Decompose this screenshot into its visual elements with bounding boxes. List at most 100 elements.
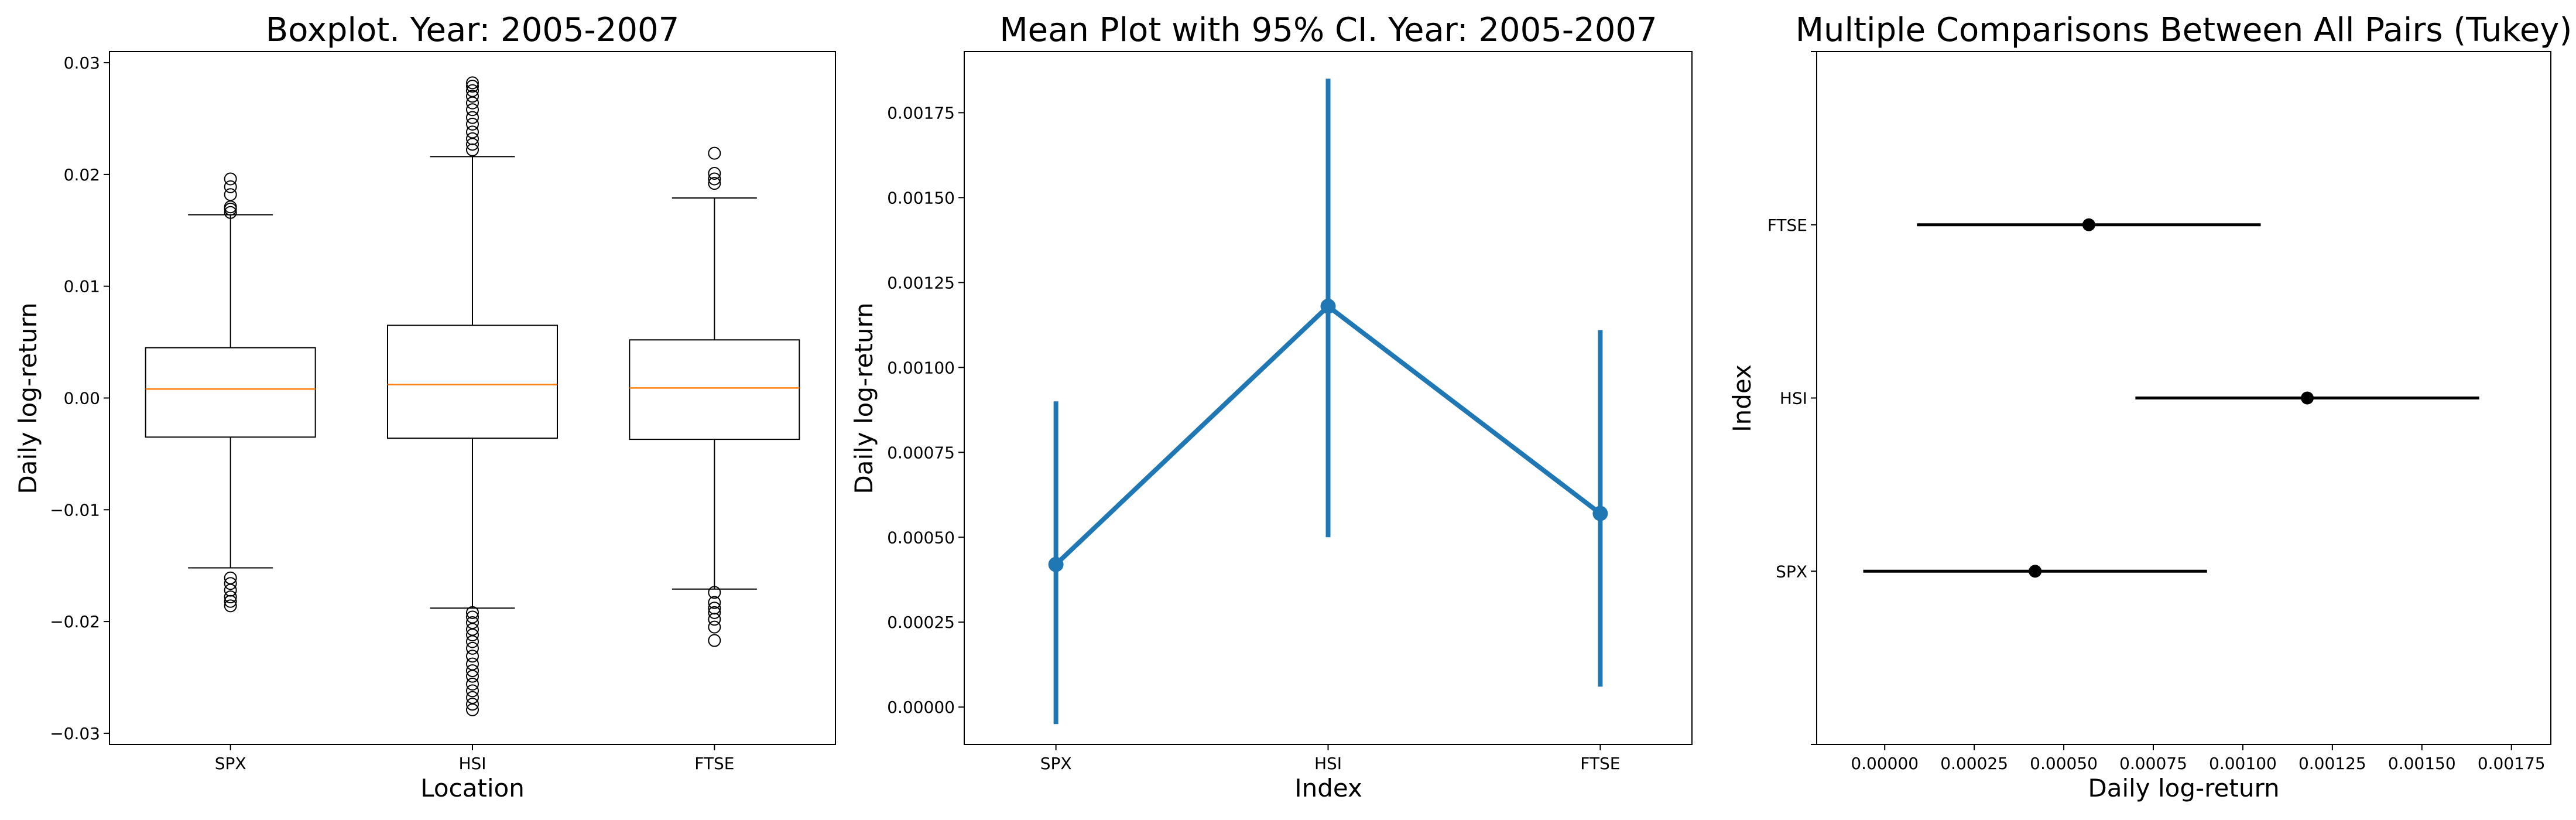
y-tick-label: 0.00125 bbox=[887, 273, 955, 292]
x-tick-label: 0.00100 bbox=[2209, 754, 2277, 773]
meanplot-marks: 0.00000 0.00025 0.00050 0.00075 0.00100 0.001… bbox=[887, 78, 1620, 773]
outlier-point bbox=[708, 606, 721, 619]
y-tick-label: 0.00100 bbox=[887, 358, 955, 377]
y-tick-label: 0.00150 bbox=[887, 188, 955, 207]
outlier-point bbox=[708, 613, 721, 626]
x-tick-label: 0.00175 bbox=[2478, 754, 2546, 773]
y-tick-label: −0.02 bbox=[50, 612, 100, 631]
x-tick-label: HSI bbox=[458, 754, 486, 773]
iqr-box bbox=[145, 347, 316, 438]
tukey-title: Multiple Comparisons Between All Pairs (… bbox=[1796, 11, 2572, 49]
outlier-point bbox=[708, 146, 721, 160]
tukey-panel: Multiple Comparisons Between All Pairs (… bbox=[1728, 11, 2572, 802]
outlier-point bbox=[466, 96, 479, 110]
outlier-point bbox=[466, 698, 479, 711]
x-tick-label: 0.00075 bbox=[2119, 754, 2187, 773]
meanplot-xlabel: Index bbox=[1294, 774, 1362, 802]
outlier-point bbox=[466, 76, 479, 90]
y-tick-label: −0.01 bbox=[50, 500, 100, 520]
outlier-point bbox=[466, 641, 479, 655]
x-tick-label: FTSE bbox=[694, 754, 734, 773]
y-tick-label: −0.03 bbox=[50, 724, 100, 743]
y-tick-label: FTSE bbox=[1767, 216, 1807, 235]
outlier-point bbox=[466, 677, 479, 691]
boxplot-frame bbox=[109, 51, 836, 745]
mean-point-spx bbox=[1048, 556, 1064, 572]
mean-point-hsi bbox=[2301, 391, 2314, 405]
x-tick-label: 0.00150 bbox=[2388, 754, 2456, 773]
meanplot-panel: Mean Plot with 95% CI. Year: 2005-2007 I… bbox=[849, 11, 1693, 802]
mean-point-spx bbox=[2029, 565, 2042, 578]
outlier-point bbox=[466, 628, 479, 642]
y-tick-label: 0.01 bbox=[64, 277, 100, 296]
outlier-point bbox=[466, 103, 479, 117]
outlier-point bbox=[466, 118, 479, 131]
x-tick-label: SPX bbox=[1040, 754, 1072, 773]
y-tick-label: 0.00075 bbox=[887, 443, 955, 462]
iqr-box bbox=[629, 339, 800, 440]
outlier-point bbox=[708, 620, 721, 634]
outlier-point bbox=[224, 172, 237, 186]
x-tick-label: 0.00025 bbox=[1940, 754, 2008, 773]
boxplot-title: Boxplot. Year: 2005-2007 bbox=[266, 11, 680, 49]
outlier-point bbox=[466, 691, 479, 704]
box-spx bbox=[145, 172, 316, 613]
outlier-point bbox=[708, 586, 721, 599]
meanplot-title: Mean Plot with 95% CI. Year: 2005-2007 bbox=[999, 11, 1657, 49]
iqr-box bbox=[387, 324, 558, 439]
outlier-point bbox=[466, 657, 479, 671]
outlier-point bbox=[708, 166, 721, 180]
boxplot-xlabel: Location bbox=[420, 774, 525, 802]
tukey-marks: 0.00000 0.00025 0.00050 0.00075 0.00100 0.001… bbox=[1767, 51, 2546, 773]
outlier-point bbox=[466, 606, 479, 619]
outlier-point bbox=[466, 125, 479, 139]
outlier-point bbox=[466, 111, 479, 124]
outlier-point bbox=[466, 669, 479, 683]
x-tick-label: FTSE bbox=[1580, 754, 1620, 773]
tukey-frame bbox=[1816, 51, 2551, 745]
mean-point-ftse bbox=[2082, 218, 2095, 231]
outlier-point bbox=[224, 206, 237, 219]
outlier-point bbox=[466, 650, 479, 663]
outlier-point bbox=[224, 577, 237, 590]
x-tick-label: 0.00125 bbox=[2298, 754, 2366, 773]
outlier-point bbox=[708, 596, 721, 609]
y-tick-label: 0.00175 bbox=[887, 103, 955, 122]
tukey-xlabel: Daily log-return bbox=[2088, 774, 2279, 802]
outlier-point bbox=[224, 590, 237, 604]
outlier-point bbox=[224, 188, 237, 201]
outlier-point bbox=[466, 703, 479, 716]
outlier-point bbox=[466, 90, 479, 103]
mean-point-ftse bbox=[1592, 505, 1608, 521]
outlier-point bbox=[708, 177, 721, 190]
y-tick-label: 0.00 bbox=[64, 389, 100, 408]
box-ftse bbox=[629, 146, 800, 647]
boxplot-panel: Boxplot. Year: 2005-2007 Location Daily … bbox=[13, 11, 836, 802]
y-tick-label: 0.00000 bbox=[887, 698, 955, 717]
outlier-point bbox=[466, 132, 479, 145]
outlier-point bbox=[708, 634, 721, 647]
x-tick-label: HSI bbox=[1314, 754, 1342, 773]
y-tick-label: 0.00025 bbox=[887, 613, 955, 632]
outlier-point bbox=[224, 594, 237, 608]
outlier-point bbox=[224, 583, 237, 597]
y-tick-label: HSI bbox=[1780, 389, 1807, 408]
outlier-point bbox=[466, 635, 479, 648]
meanplot-frame bbox=[964, 51, 1693, 745]
y-tick-label: SPX bbox=[1776, 562, 1807, 581]
outlier-point bbox=[466, 684, 479, 698]
x-tick-label: 0.00000 bbox=[1851, 754, 1919, 773]
mean-point-hsi bbox=[1320, 298, 1336, 314]
outlier-point bbox=[466, 664, 479, 678]
outlier-point bbox=[708, 172, 721, 186]
box-hsi bbox=[387, 76, 558, 716]
x-tick-label: SPX bbox=[215, 754, 246, 773]
outlier-point bbox=[224, 180, 237, 193]
y-tick-label: 0.03 bbox=[64, 53, 100, 73]
outlier-point bbox=[466, 80, 479, 93]
y-tick-label: 0.02 bbox=[64, 165, 100, 184]
meanplot-ylabel: Daily log-return bbox=[849, 302, 878, 494]
outlier-point bbox=[224, 599, 237, 613]
x-tick-label: 0.00050 bbox=[2030, 754, 2098, 773]
